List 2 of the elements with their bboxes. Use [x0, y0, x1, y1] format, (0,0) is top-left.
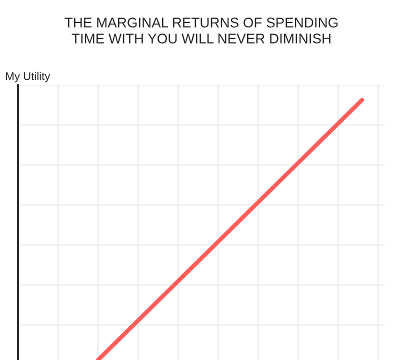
chart-title: THE MARGINAL RETURNS OF SPENDING TIME WITH YOU WILL NEVER DIMINISH: [64, 18, 338, 44]
y-axis-title: My Utility: [6, 72, 50, 82]
